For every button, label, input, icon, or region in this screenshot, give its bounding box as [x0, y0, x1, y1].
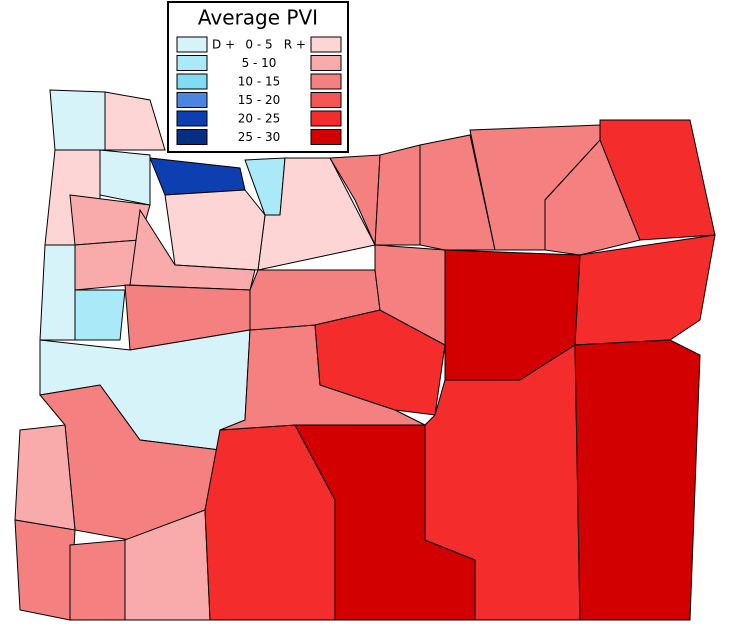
county — [424, 344, 581, 621]
county — [99, 149, 151, 206]
county — [49, 89, 106, 151]
county — [374, 244, 446, 346]
county — [14, 519, 76, 621]
legend-label: 15 - 20 — [238, 93, 281, 107]
county — [39, 244, 76, 341]
legend-prefix: D + — [212, 38, 235, 52]
legend-swatch — [310, 36, 342, 53]
county — [574, 234, 716, 346]
legend-label: 5 - 10 — [242, 56, 277, 70]
county — [419, 134, 496, 251]
legend-swatch — [176, 55, 208, 71]
legend-label: 10 - 15 — [238, 75, 281, 89]
legend-swatch — [310, 73, 342, 90]
county — [374, 144, 421, 246]
legend-swatch — [310, 92, 342, 108]
county — [149, 157, 246, 196]
legend-swatch — [310, 55, 342, 71]
legend-label: 0 - 5 — [245, 38, 272, 52]
county — [74, 289, 126, 341]
legend-swatch — [176, 110, 208, 127]
legend: Average PVI 0 - 5 5 - 10 10 - 15 15 - 20 20 … — [167, 1, 349, 153]
county — [69, 539, 126, 621]
legend-label: 20 - 25 — [238, 112, 281, 126]
legend-swatch — [310, 129, 342, 145]
counties — [14, 89, 716, 621]
legend-swatch — [176, 36, 208, 53]
legend-swatch — [176, 129, 208, 145]
county — [14, 424, 76, 531]
legend-swatch — [176, 73, 208, 90]
county — [544, 139, 641, 256]
legend-swatch — [176, 92, 208, 108]
county — [599, 119, 716, 241]
county — [104, 91, 166, 151]
legend-title: Average PVI — [198, 6, 318, 30]
county — [129, 208, 256, 291]
legend-swatch — [310, 110, 342, 127]
legend-label: 25 - 30 — [238, 130, 281, 144]
county — [164, 189, 266, 271]
legend-prefix: R + — [284, 38, 306, 52]
county — [574, 339, 701, 621]
